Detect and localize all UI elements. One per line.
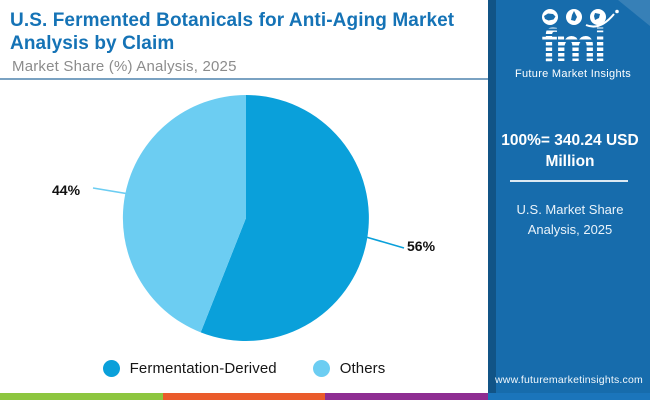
globe-icon [566,9,582,25]
pie-value-fermentation-derived: 56% [407,238,436,254]
us-map-icon [542,9,558,25]
sidebar-shadow-edge [488,0,496,400]
stripe-orange [162,393,325,400]
sidebar-note: U.S. Market Share Analysis, 2025 [516,202,624,238]
swoosh-icon [585,13,615,28]
website-url: www.futuremarketinsights.com [495,374,643,386]
legend-item-others: Others [312,360,386,377]
legend-dot-others [312,360,330,377]
footer-stripes [0,393,650,400]
fmi-logo-icons [542,9,619,28]
header-divider [0,78,488,80]
fmi-logo-caption: Future Market Insights [514,68,632,81]
stripe-blue [487,393,650,400]
stripe-purple [325,393,488,400]
pie-slice-others [122,94,246,333]
sidebar-corner-fold [618,0,650,26]
legend-item-fermentation-derived: Fermentation-Derived [102,360,277,377]
leader-line-others [92,187,130,195]
sidebar-divider [510,180,628,182]
market-total-stat: 100%= 340.24 USD Million [501,132,639,170]
legend-label: Fermentation-Derived [129,360,277,377]
page-subtitle: Market Share (%) Analysis, 2025 [12,58,237,75]
person-flag-icon [590,9,606,25]
swoosh-dot [615,9,619,14]
legend-dot-fermentation-derived [102,360,120,377]
legend-label: Others [339,360,386,377]
pie-chart [92,94,405,341]
brand-sidebar: fmi Future Market Insights 100%= 340.24 … [488,0,650,400]
fmi-logo: fmi Future Market Insights [496,7,650,80]
leader-line-fermentation-derived [365,236,405,249]
stripe-green [0,393,163,400]
legend: Fermentation-Derived Others [0,360,488,377]
pie-value-others: 44% [52,182,81,198]
page-title: U.S. Fermented Botanicals for Anti-Aging… [10,10,455,55]
fmi-wordmark: fmi [496,22,650,68]
pie-slice-fermentation-derived [200,95,369,341]
